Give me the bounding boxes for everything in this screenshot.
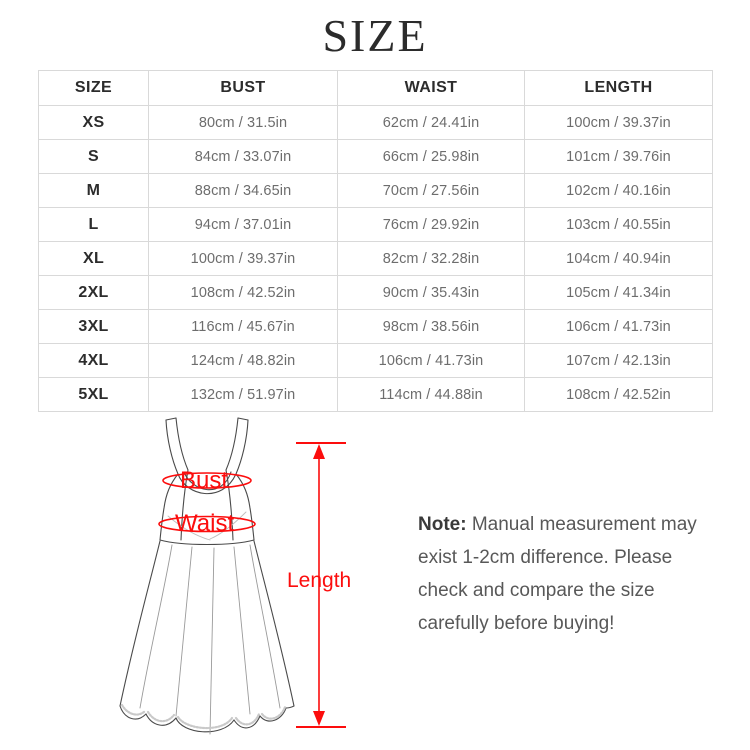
cell-waist: 62cm / 24.41in xyxy=(337,105,525,140)
cell-length: 104cm / 40.94in xyxy=(524,241,713,276)
cell-bust: 100cm / 39.37in xyxy=(148,241,338,276)
note-text: Manual measurement may exist 1-2cm diffe… xyxy=(418,514,697,634)
cell-size: L xyxy=(38,207,149,242)
cell-size: S xyxy=(38,139,149,174)
note-label: Note: xyxy=(418,514,467,535)
bust-label: Bust xyxy=(180,467,229,494)
size-chart-table-container: SIZE BUST WAIST LENGTH XS 80cm / 31.5in … xyxy=(38,70,713,412)
cell-size: XS xyxy=(38,105,149,140)
cell-length: 103cm / 40.55in xyxy=(524,207,713,242)
cell-bust: 132cm / 51.97in xyxy=(148,377,338,412)
column-header-waist: WAIST xyxy=(337,70,525,106)
cell-waist: 106cm / 41.73in xyxy=(337,343,525,378)
bust-measurement-line xyxy=(162,472,252,489)
cell-waist: 70cm / 27.56in xyxy=(337,173,525,208)
column-header-size: SIZE xyxy=(38,70,149,106)
cell-length: 107cm / 42.13in xyxy=(524,343,713,378)
waist-measurement-line xyxy=(158,515,256,533)
cell-bust: 94cm / 37.01in xyxy=(148,207,338,242)
length-label: Length xyxy=(287,569,352,592)
table-row: XL 100cm / 39.37in 82cm / 32.28in 104cm … xyxy=(38,241,713,276)
table-row: S 84cm / 33.07in 66cm / 25.98in 101cm / … xyxy=(38,139,713,174)
cell-size: 3XL xyxy=(38,309,149,344)
column-header-length: LENGTH xyxy=(524,70,713,106)
table-row: 3XL 116cm / 45.67in 98cm / 38.56in 106cm… xyxy=(38,309,713,344)
cell-length: 105cm / 41.34in xyxy=(524,275,713,310)
dress-line-drawing-icon xyxy=(119,417,295,735)
table-row: L 94cm / 37.01in 76cm / 29.92in 103cm / … xyxy=(38,207,713,242)
cell-bust: 116cm / 45.67in xyxy=(148,309,338,344)
table-header-row: SIZE BUST WAIST LENGTH xyxy=(38,70,713,106)
cell-waist: 114cm / 44.88in xyxy=(337,377,525,412)
waist-label: Waist xyxy=(175,510,235,537)
column-header-bust: BUST xyxy=(148,70,338,106)
dress-illustration xyxy=(110,412,380,742)
cell-bust: 108cm / 42.52in xyxy=(148,275,338,310)
table-row: 4XL 124cm / 48.82in 106cm / 41.73in 107c… xyxy=(38,343,713,378)
cell-length: 106cm / 41.73in xyxy=(524,309,713,344)
page-title: SIZE xyxy=(322,10,428,61)
cell-bust: 84cm / 33.07in xyxy=(148,139,338,174)
size-chart-table: SIZE BUST WAIST LENGTH XS 80cm / 31.5in … xyxy=(38,70,713,412)
cell-size: XL xyxy=(38,241,149,276)
table-row: 5XL 132cm / 51.97in 114cm / 44.88in 108c… xyxy=(38,377,713,412)
cell-length: 101cm / 39.76in xyxy=(524,139,713,174)
table-row: 2XL 108cm / 42.52in 90cm / 35.43in 105cm… xyxy=(38,275,713,310)
cell-length: 102cm / 40.16in xyxy=(524,173,713,208)
cell-bust: 124cm / 48.82in xyxy=(148,343,338,378)
cell-size: 5XL xyxy=(38,377,149,412)
double-arrow-icon xyxy=(296,442,346,728)
cell-bust: 88cm / 34.65in xyxy=(148,173,338,208)
cell-waist: 66cm / 25.98in xyxy=(337,139,525,174)
length-measurement-arrow xyxy=(288,432,408,738)
cell-waist: 76cm / 29.92in xyxy=(337,207,525,242)
cell-waist: 98cm / 38.56in xyxy=(337,309,525,344)
cell-size: 2XL xyxy=(38,275,149,310)
cell-bust: 80cm / 31.5in xyxy=(148,105,338,140)
cell-length: 100cm / 39.37in xyxy=(524,105,713,140)
cell-size: M xyxy=(38,173,149,208)
cell-waist: 90cm / 35.43in xyxy=(337,275,525,310)
note-block: Note: Manual measurement may exist 1-2cm… xyxy=(418,508,718,640)
table-row: M 88cm / 34.65in 70cm / 27.56in 102cm / … xyxy=(38,173,713,208)
cell-size: 4XL xyxy=(38,343,149,378)
cell-waist: 82cm / 32.28in xyxy=(337,241,525,276)
cell-length: 108cm / 42.52in xyxy=(524,377,713,412)
table-row: XS 80cm / 31.5in 62cm / 24.41in 100cm / … xyxy=(38,105,713,140)
